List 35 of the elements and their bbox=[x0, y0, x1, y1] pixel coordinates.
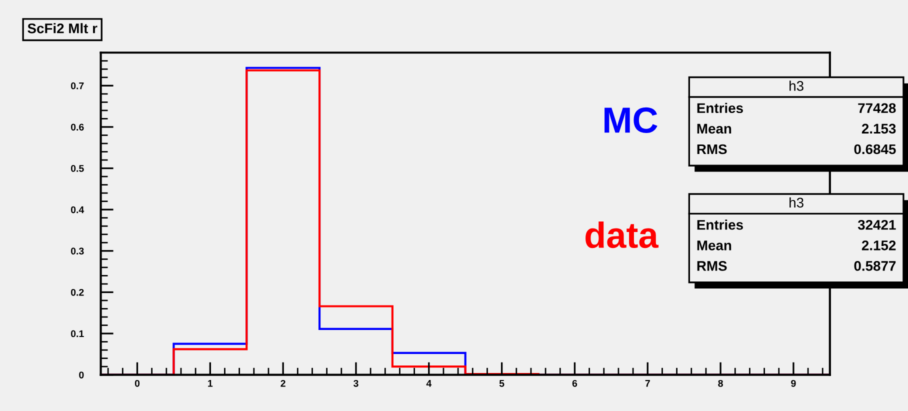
y-tick-label: 0.1 bbox=[70, 330, 84, 338]
text: 32421 bbox=[858, 220, 896, 230]
annotation: Mean bbox=[697, 240, 732, 250]
x-tick-label: 8 bbox=[718, 380, 723, 387]
annotation: RMS bbox=[697, 261, 727, 271]
y-tick-label: 0.6 bbox=[70, 124, 84, 131]
annotation: RMS bbox=[697, 144, 727, 154]
annotation: h3 bbox=[790, 80, 804, 91]
annotation: h3 bbox=[790, 197, 804, 208]
y-tick-label: 0 bbox=[79, 372, 84, 378]
x-tick-label: 4 bbox=[426, 380, 432, 387]
x-tick-label: 6 bbox=[572, 380, 578, 387]
x-tick-label: 1 bbox=[208, 380, 213, 387]
text: 0.5877 bbox=[854, 261, 896, 271]
text: data bbox=[586, 222, 659, 248]
y-tick-label: 0.4 bbox=[70, 206, 84, 214]
y-tick-label: 0.3 bbox=[70, 248, 84, 255]
annotation: Entries bbox=[697, 220, 743, 230]
text: 0.6845 bbox=[854, 144, 896, 154]
x-tick-label: 0 bbox=[134, 380, 140, 387]
annotation: Mean bbox=[697, 124, 732, 134]
text: 2.152 bbox=[862, 240, 896, 250]
text: 77428 bbox=[858, 103, 896, 114]
text: 2.153 bbox=[862, 124, 896, 134]
x-tick-label: 3 bbox=[354, 380, 358, 387]
x-tick-label: 5 bbox=[499, 380, 504, 387]
x-tick-label: 7 bbox=[645, 380, 650, 387]
y-tick-label: 0.7 bbox=[70, 82, 84, 90]
x-tick-label: 2 bbox=[280, 380, 286, 387]
y-tick-label: 0.5 bbox=[70, 165, 84, 172]
x-tick-label: 9 bbox=[791, 380, 796, 387]
annotation: Entries bbox=[697, 102, 743, 114]
chart-title: ScFi2 Mlt r bbox=[28, 23, 98, 34]
text: MC bbox=[604, 107, 658, 133]
y-tick-label: 0.2 bbox=[70, 288, 84, 296]
